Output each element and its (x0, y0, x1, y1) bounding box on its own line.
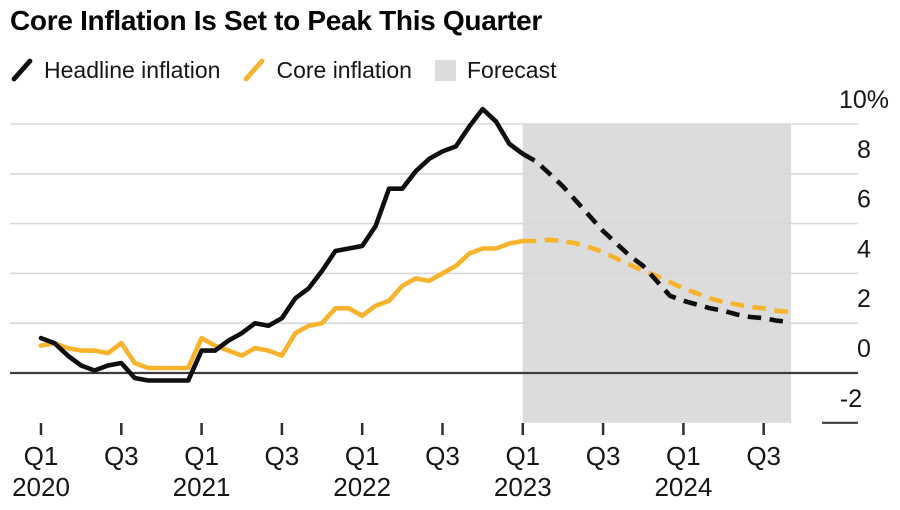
y-axis-label: 0 (857, 335, 871, 363)
x-axis-quarter-label: Q3 (746, 441, 781, 471)
legend-label-headline: Headline inflation (44, 56, 221, 83)
x-axis-quarter-label: Q3 (265, 441, 300, 471)
x-axis-quarter-label: Q3 (425, 441, 460, 471)
legend-label-forecast: Forecast (466, 56, 557, 83)
forecast-swatch-icon (434, 59, 456, 81)
x-axis-quarter-label: Q1 (345, 441, 380, 471)
chart-legend: Headline inflation Core inflation Foreca… (11, 55, 556, 85)
legend-item-core: Core inflation (243, 57, 412, 84)
x-axis-quarter-label: Q1 (666, 441, 701, 471)
legend-item-headline: Headline inflation (11, 57, 220, 84)
x-axis-quarter-label: Q3 (104, 441, 139, 471)
x-axis-year-label: 2021 (173, 472, 231, 502)
x-axis-year-label: 2020 (12, 472, 70, 502)
headline-forecast-line (521, 151, 791, 325)
core-history-line (38, 238, 526, 371)
x-axis-quarter-label: Q3 (586, 441, 621, 471)
x-axis-quarter-label: Q1 (184, 441, 219, 471)
legend-label-core: Core inflation (276, 56, 412, 83)
y-axis-label: 2 (857, 285, 871, 313)
core-forecast-line (522, 237, 791, 315)
x-axis-year-label: 2024 (654, 472, 712, 502)
y-axis-label: -2 (840, 385, 862, 413)
x-axis-year-label: 2023 (494, 472, 552, 502)
x-axis-quarter-label: Q1 (24, 441, 59, 471)
headline-history-line (38, 106, 526, 383)
y-axis-label: 8 (857, 136, 871, 164)
y-axis-label: 6 (857, 186, 871, 214)
x-axis-year-label: 2022 (333, 472, 391, 502)
x-axis-quarter-label: Q1 (505, 441, 540, 471)
chart-title: Core Inflation Is Set to Peak This Quart… (10, 5, 542, 36)
y-axis-label: 4 (857, 235, 871, 263)
legend-item-forecast: Forecast (434, 56, 557, 84)
core-line-swatch-icon (244, 58, 265, 82)
headline-line-swatch-icon (11, 58, 33, 82)
y-axis-label: 10% (839, 86, 889, 114)
